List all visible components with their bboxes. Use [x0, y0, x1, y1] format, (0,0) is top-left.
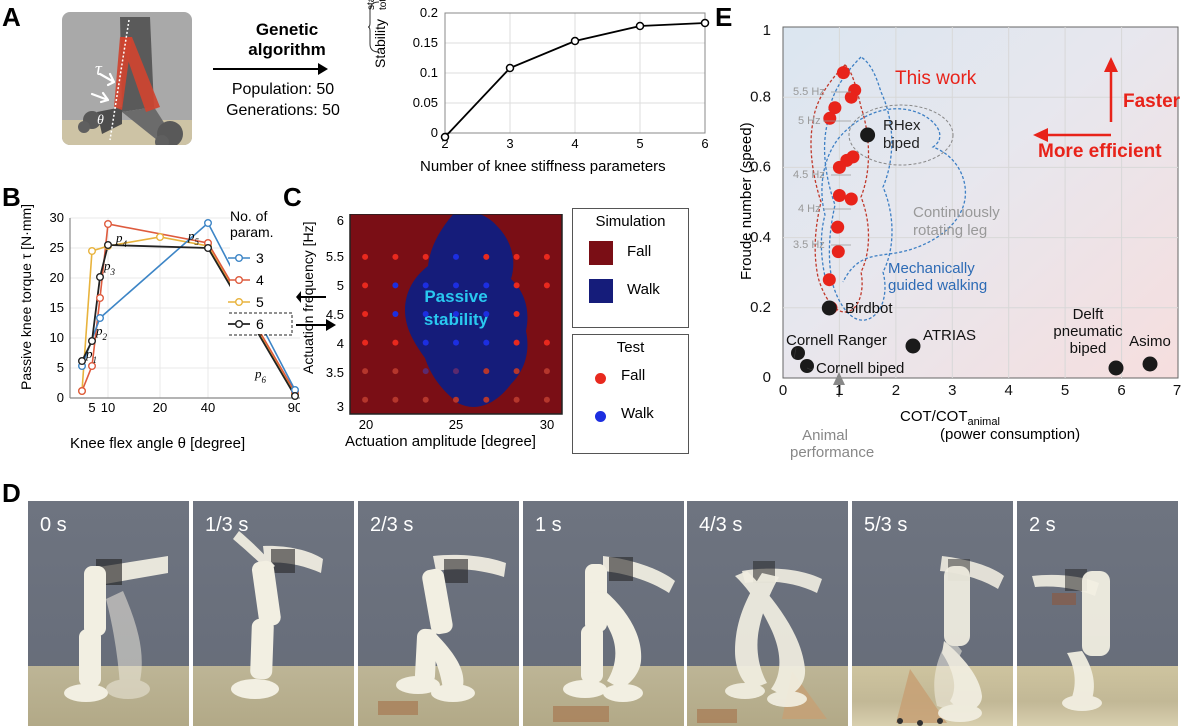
svg-text:1: 1: [763, 22, 771, 39]
svg-text:p5: p5: [187, 228, 200, 247]
svg-text:Cornell biped: Cornell biped: [816, 360, 904, 377]
svg-text:pneumatic: pneumatic: [1053, 323, 1123, 340]
svg-text:Mechanically: Mechanically: [888, 260, 975, 277]
svg-text:Delft: Delft: [1073, 306, 1105, 323]
svg-text:Passive: Passive: [424, 287, 487, 306]
svg-text:6: 6: [256, 316, 264, 332]
svg-text:5: 5: [636, 136, 643, 151]
svg-text:4/3 s: 4/3 s: [699, 514, 742, 536]
svg-text:0: 0: [57, 390, 64, 405]
svg-text:τ: τ: [95, 59, 103, 80]
svg-text:30: 30: [50, 210, 64, 225]
svg-text:biped: biped: [1070, 340, 1107, 357]
svg-text:1/3 s: 1/3 s: [205, 514, 248, 536]
svg-text:0.05: 0.05: [413, 95, 438, 110]
svg-text:5.5: 5.5: [326, 249, 344, 264]
svg-text:guided walking: guided walking: [888, 277, 987, 294]
svg-text:3: 3: [948, 382, 956, 399]
svg-text:RHex: RHex: [883, 117, 921, 134]
svg-text:0.15: 0.15: [413, 35, 438, 50]
svg-text:25: 25: [50, 240, 64, 255]
svg-text:5: 5: [57, 360, 64, 375]
svg-text:30: 30: [540, 417, 554, 432]
svg-text:0: 0: [763, 369, 771, 386]
svg-text:4: 4: [571, 136, 578, 151]
svg-text:Asimo: Asimo: [1129, 333, 1171, 350]
svg-text:4.5 Hz: 4.5 Hz: [793, 169, 825, 181]
svg-text:Cornell Ranger: Cornell Ranger: [786, 332, 887, 349]
svg-text:6: 6: [701, 136, 708, 151]
svg-text:0.2: 0.2: [750, 299, 771, 316]
svg-text:0: 0: [431, 125, 438, 140]
svg-text:90: 90: [288, 400, 300, 415]
svg-text:40: 40: [201, 400, 215, 415]
svg-text:5: 5: [1061, 382, 1069, 399]
svg-text:4: 4: [1005, 382, 1013, 399]
svg-text:θ: θ: [97, 113, 104, 128]
svg-text:rotating leg: rotating leg: [913, 222, 987, 239]
svg-text:20: 20: [153, 400, 167, 415]
svg-text:3.5 Hz: 3.5 Hz: [793, 239, 825, 251]
svg-text:1 s: 1 s: [535, 514, 562, 536]
svg-text:p6: p6: [254, 366, 267, 385]
svg-text:20: 20: [50, 270, 64, 285]
svg-text:5.5 Hz: 5.5 Hz: [793, 86, 825, 98]
svg-text:0 s: 0 s: [40, 514, 67, 536]
svg-text:1: 1: [835, 382, 843, 399]
svg-text:Birdbot: Birdbot: [845, 300, 893, 317]
svg-text:2/3 s: 2/3 s: [370, 514, 413, 536]
svg-text:3: 3: [337, 399, 344, 414]
svg-text:5/3 s: 5/3 s: [864, 514, 907, 536]
svg-text:0.8: 0.8: [750, 88, 771, 105]
svg-text:4: 4: [256, 272, 264, 288]
svg-text:p2: p2: [95, 323, 108, 342]
svg-text:10: 10: [50, 330, 64, 345]
svg-text:Faster: Faster: [1123, 91, 1181, 112]
svg-text:0: 0: [779, 382, 787, 399]
svg-text:4 Hz: 4 Hz: [798, 203, 821, 215]
svg-text:10: 10: [101, 400, 115, 415]
svg-text:This work: This work: [895, 68, 977, 89]
svg-text:ATRIAS: ATRIAS: [923, 327, 976, 344]
svg-text:3: 3: [256, 250, 264, 266]
svg-text:5: 5: [88, 400, 95, 415]
svg-text:4.5: 4.5: [326, 307, 344, 322]
svg-text:More efficient: More efficient: [1038, 141, 1162, 162]
svg-text:3.5: 3.5: [326, 365, 344, 380]
svg-text:5 Hz: 5 Hz: [798, 115, 821, 127]
svg-text:4: 4: [337, 336, 344, 351]
svg-text:3: 3: [506, 136, 513, 151]
svg-text:5: 5: [337, 278, 344, 293]
svg-text:0.1: 0.1: [420, 65, 438, 80]
svg-text:p3: p3: [103, 258, 116, 277]
svg-text:0.2: 0.2: [420, 8, 438, 20]
svg-text:6: 6: [1117, 382, 1125, 399]
svg-text:20: 20: [359, 417, 373, 432]
svg-text:biped: biped: [883, 135, 920, 152]
svg-text:5: 5: [256, 294, 264, 310]
svg-text:2: 2: [892, 382, 900, 399]
svg-text:Continuously: Continuously: [913, 204, 1000, 221]
svg-text:25: 25: [449, 417, 463, 432]
svg-text:15: 15: [50, 300, 64, 315]
svg-text:7: 7: [1173, 382, 1181, 399]
svg-text:2 s: 2 s: [1029, 514, 1056, 536]
svg-text:6: 6: [337, 214, 344, 228]
